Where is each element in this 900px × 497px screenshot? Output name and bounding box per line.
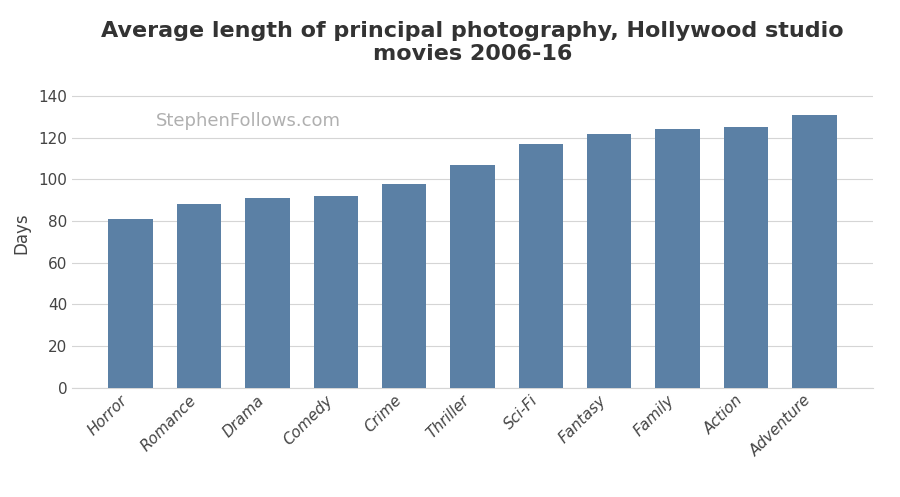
Bar [450, 165, 495, 388]
Text: StephenFollows.com: StephenFollows.com [156, 112, 341, 130]
Bar [792, 115, 837, 388]
Bar [108, 219, 153, 388]
Bar [382, 183, 427, 388]
Bar [176, 204, 221, 388]
Bar [724, 127, 769, 388]
Bar [245, 198, 290, 388]
Title: Average length of principal photography, Hollywood studio
movies 2006-16: Average length of principal photography,… [101, 21, 844, 64]
Bar [587, 134, 632, 388]
Bar [313, 196, 358, 388]
Bar [655, 130, 700, 388]
Y-axis label: Days: Days [12, 213, 30, 254]
Bar [518, 144, 563, 388]
